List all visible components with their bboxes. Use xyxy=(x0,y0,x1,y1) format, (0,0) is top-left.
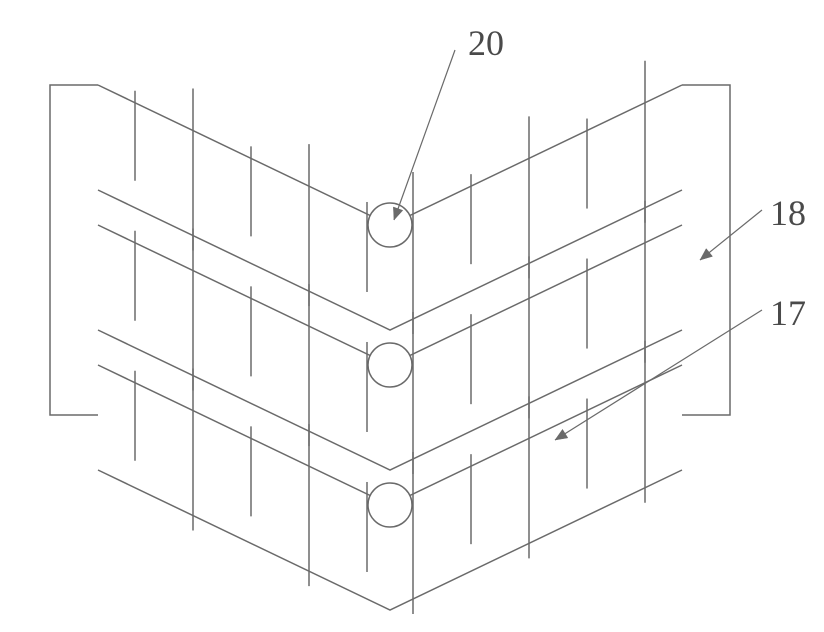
apex-circle-2 xyxy=(368,343,412,387)
label-17-text: 17 xyxy=(770,293,806,333)
label-17-leader xyxy=(555,310,762,440)
apex-circle-3 xyxy=(368,483,412,527)
label-20-text: 20 xyxy=(468,23,504,63)
label-17-arrowhead xyxy=(555,429,568,440)
label-18: 18 xyxy=(700,193,806,260)
left-bracket-outline xyxy=(50,85,98,415)
left-bracket xyxy=(50,85,98,415)
apex-circle-1 xyxy=(368,203,412,247)
label-20-leader xyxy=(394,50,455,220)
label-18-arrowhead xyxy=(700,249,712,260)
label-18-text: 18 xyxy=(770,193,806,233)
label-20: 20 xyxy=(393,23,504,220)
